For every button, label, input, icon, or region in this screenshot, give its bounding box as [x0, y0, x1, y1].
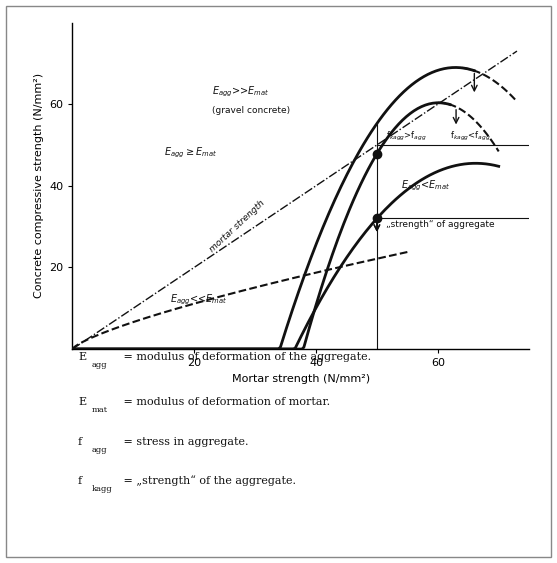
Text: $E_{agg}$<<$E_{mat}$: $E_{agg}$<<$E_{mat}$ [170, 293, 227, 307]
Text: f: f [78, 437, 82, 447]
Text: $E_{agg}$<$E_{mat}$: $E_{agg}$<$E_{mat}$ [401, 178, 451, 193]
Text: E: E [78, 352, 86, 363]
Text: = modulus of deformation of mortar.: = modulus of deformation of mortar. [120, 397, 330, 408]
Text: agg: agg [92, 361, 108, 369]
Text: = stress in aggregate.: = stress in aggregate. [120, 437, 248, 447]
Text: f: f [78, 476, 82, 486]
X-axis label: Mortar strength (N/mm²): Mortar strength (N/mm²) [232, 374, 370, 383]
Text: f$_{kagg}$<f$_{agg}$: f$_{kagg}$<f$_{agg}$ [450, 130, 491, 144]
Text: agg: agg [92, 445, 108, 454]
Text: mat: mat [92, 406, 108, 414]
Text: (gravel concrete): (gravel concrete) [212, 106, 291, 115]
Y-axis label: Concrete compressive strength (N/mm²): Concrete compressive strength (N/mm²) [34, 73, 43, 298]
Text: „strength“ of aggregate: „strength“ of aggregate [386, 220, 495, 229]
Text: $E_{agg}$>>$E_{mat}$: $E_{agg}$>>$E_{mat}$ [212, 84, 270, 99]
Text: = modulus of deformation of the aggregate.: = modulus of deformation of the aggregat… [120, 352, 371, 363]
Text: f$_{kagg}$>f$_{agg}$: f$_{kagg}$>f$_{agg}$ [386, 130, 427, 144]
Text: mortar strength: mortar strength [208, 199, 266, 254]
Text: = „strength“ of the aggregate.: = „strength“ of the aggregate. [120, 475, 296, 486]
Text: kagg: kagg [92, 485, 113, 493]
Text: $E_{agg}$$\geq$$E_{mat}$: $E_{agg}$$\geq$$E_{mat}$ [164, 146, 217, 160]
Text: E: E [78, 397, 86, 408]
